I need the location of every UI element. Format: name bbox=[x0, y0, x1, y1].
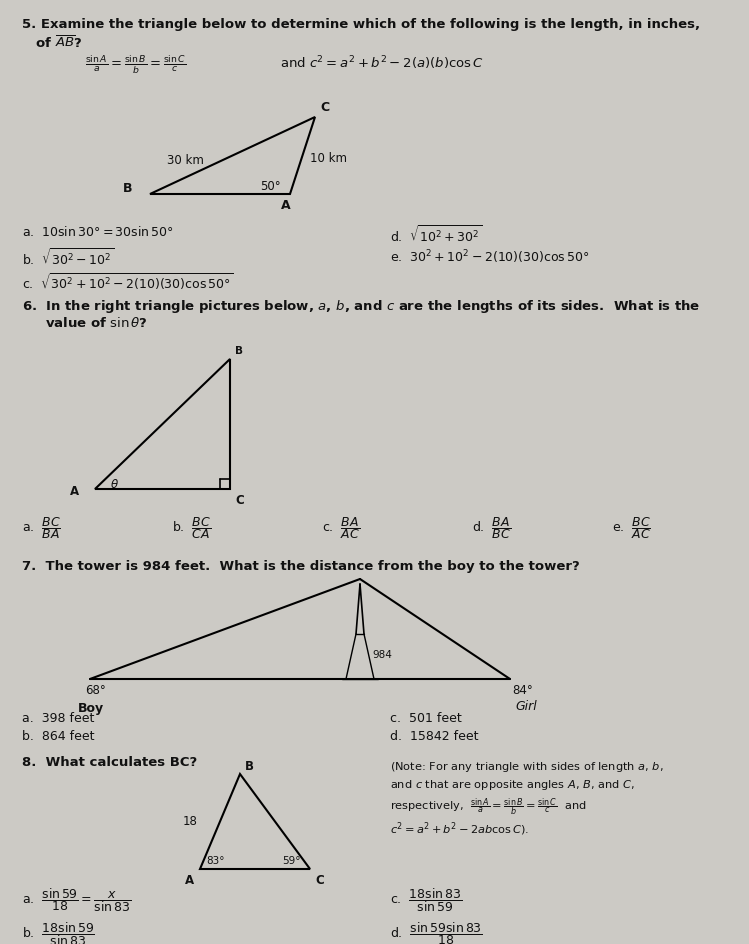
Text: 6.  In the right triangle pictures below, $a$, $b$, and $c$ are the lengths of i: 6. In the right triangle pictures below,… bbox=[22, 297, 700, 314]
Text: b.  $\sqrt{30^2-10^2}$: b. $\sqrt{30^2-10^2}$ bbox=[22, 247, 114, 269]
Text: and $c^2=a^2+b^2-2(a)(b)\cos C$: and $c^2=a^2+b^2-2(a)(b)\cos C$ bbox=[280, 54, 484, 72]
Text: B: B bbox=[245, 759, 254, 772]
Text: 30 km: 30 km bbox=[167, 154, 204, 167]
Text: b.  $\dfrac{18\sin 59}{\sin 83}$: b. $\dfrac{18\sin 59}{\sin 83}$ bbox=[22, 919, 95, 944]
Text: d.  $\sqrt{10^2+30^2}$: d. $\sqrt{10^2+30^2}$ bbox=[390, 225, 482, 246]
Text: 18: 18 bbox=[183, 815, 198, 828]
Text: $c^2 = a^2 + b^2 - 2ab\cos C$).: $c^2 = a^2 + b^2 - 2ab\cos C$). bbox=[390, 819, 530, 836]
Text: respectively,  $\frac{\sin A}{a} = \frac{\sin B}{b} = \frac{\sin C}{c}$  and: respectively, $\frac{\sin A}{a} = \frac{… bbox=[390, 795, 586, 817]
Text: (Note: For any triangle with sides of length $a$, $b$,: (Note: For any triangle with sides of le… bbox=[390, 759, 664, 773]
Text: 84°: 84° bbox=[512, 683, 533, 697]
Text: 68°: 68° bbox=[85, 683, 106, 697]
Text: 7.  The tower is 984 feet.  What is the distance from the boy to the tower?: 7. The tower is 984 feet. What is the di… bbox=[22, 560, 580, 572]
Text: c.  $\sqrt{30^2+10^2-2(10)(30)\cos 50°}$: c. $\sqrt{30^2+10^2-2(10)(30)\cos 50°}$ bbox=[22, 272, 234, 293]
Text: Girl: Girl bbox=[515, 700, 537, 712]
Text: 50°: 50° bbox=[260, 179, 281, 193]
Text: of $\overline{AB}$?: of $\overline{AB}$? bbox=[22, 35, 82, 51]
Text: 984: 984 bbox=[372, 649, 392, 659]
Text: B: B bbox=[123, 182, 132, 195]
Text: a.  398 feet: a. 398 feet bbox=[22, 711, 94, 724]
Text: $\frac{\sin A}{a} = \frac{\sin B}{b} = \frac{\sin C}{c}$: $\frac{\sin A}{a} = \frac{\sin B}{b} = \… bbox=[85, 54, 187, 76]
Text: c.  501 feet: c. 501 feet bbox=[390, 711, 461, 724]
Text: C: C bbox=[315, 873, 324, 886]
Text: a.  $10\sin 30°=30\sin 50°$: a. $10\sin 30°=30\sin 50°$ bbox=[22, 225, 174, 239]
Text: a.  $\dfrac{\sin 59}{18} = \dfrac{x}{\sin 83}$: a. $\dfrac{\sin 59}{18} = \dfrac{x}{\sin… bbox=[22, 885, 132, 913]
Text: and $c$ that are opposite angles $A$, $B$, and $C$,: and $c$ that are opposite angles $A$, $B… bbox=[390, 777, 635, 791]
Text: c.  $\dfrac{18\sin 83}{\sin 59}$: c. $\dfrac{18\sin 83}{\sin 59}$ bbox=[390, 885, 463, 913]
Text: 10 km: 10 km bbox=[310, 152, 347, 165]
Text: value of $\sin \theta$?: value of $\sin \theta$? bbox=[22, 315, 148, 329]
Text: a.  $\dfrac{BC}{BA}$: a. $\dfrac{BC}{BA}$ bbox=[22, 514, 61, 540]
Text: d.  $\dfrac{BA}{BC}$: d. $\dfrac{BA}{BC}$ bbox=[472, 514, 511, 540]
Text: d.  $\dfrac{\sin 59\sin 83}{18}$: d. $\dfrac{\sin 59\sin 83}{18}$ bbox=[390, 919, 483, 944]
Text: c.  $\dfrac{BA}{AC}$: c. $\dfrac{BA}{AC}$ bbox=[322, 514, 360, 540]
Text: 83°: 83° bbox=[206, 855, 225, 865]
Text: 5. Examine the triangle below to determine which of the following is the length,: 5. Examine the triangle below to determi… bbox=[22, 18, 700, 31]
Text: 8.  What calculates BC?: 8. What calculates BC? bbox=[22, 755, 197, 768]
Text: b.  864 feet: b. 864 feet bbox=[22, 729, 94, 742]
Text: d.  15842 feet: d. 15842 feet bbox=[390, 729, 479, 742]
Text: $\theta$: $\theta$ bbox=[110, 478, 119, 491]
Text: C: C bbox=[320, 101, 329, 114]
Text: C: C bbox=[235, 494, 243, 507]
Text: e.  $30^2+10^2-2(10)(30)\cos 50°$: e. $30^2+10^2-2(10)(30)\cos 50°$ bbox=[390, 247, 589, 265]
Text: A: A bbox=[185, 873, 194, 886]
Text: B: B bbox=[235, 346, 243, 356]
Text: b.  $\dfrac{BC}{CA}$: b. $\dfrac{BC}{CA}$ bbox=[172, 514, 211, 540]
Text: 59°: 59° bbox=[282, 855, 300, 865]
Text: Boy: Boy bbox=[78, 701, 104, 715]
Text: A: A bbox=[70, 485, 79, 498]
Text: A: A bbox=[281, 199, 291, 211]
Text: e.  $\dfrac{BC}{AC}$: e. $\dfrac{BC}{AC}$ bbox=[612, 514, 651, 540]
